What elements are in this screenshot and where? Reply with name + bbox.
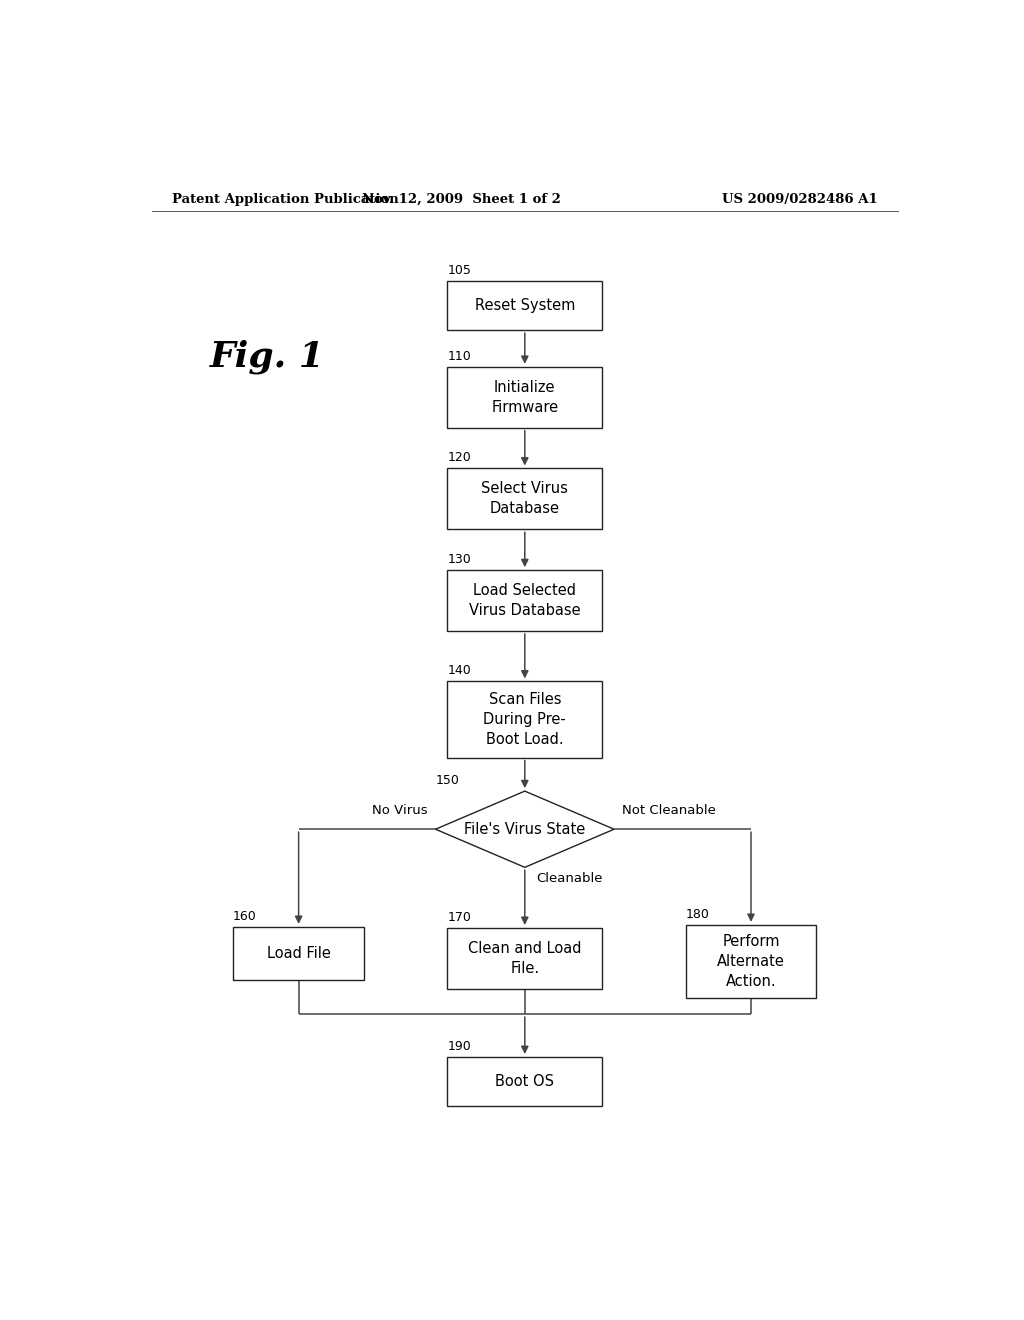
Text: Load File: Load File (266, 945, 331, 961)
Text: Select Virus
Database: Select Virus Database (481, 482, 568, 516)
Text: Boot OS: Boot OS (496, 1073, 554, 1089)
Text: Patent Application Publication: Patent Application Publication (172, 193, 398, 206)
Text: Not Cleanable: Not Cleanable (622, 804, 716, 817)
Text: 110: 110 (447, 350, 471, 363)
FancyBboxPatch shape (447, 681, 602, 758)
Text: US 2009/0282486 A1: US 2009/0282486 A1 (722, 193, 878, 206)
Text: 130: 130 (447, 553, 471, 566)
Text: 120: 120 (447, 451, 471, 465)
Text: Load Selected
Virus Database: Load Selected Virus Database (469, 583, 581, 618)
Polygon shape (435, 791, 614, 867)
Text: Perform
Alternate
Action.: Perform Alternate Action. (717, 935, 785, 989)
FancyBboxPatch shape (447, 281, 602, 330)
Text: Nov. 12, 2009  Sheet 1 of 2: Nov. 12, 2009 Sheet 1 of 2 (361, 193, 561, 206)
FancyBboxPatch shape (447, 570, 602, 631)
FancyBboxPatch shape (447, 367, 602, 428)
Text: Fig. 1: Fig. 1 (209, 339, 325, 374)
Text: 170: 170 (447, 911, 471, 924)
Text: 105: 105 (447, 264, 471, 277)
Text: Initialize
Firmware: Initialize Firmware (492, 380, 558, 414)
Text: File's Virus State: File's Virus State (464, 822, 586, 837)
Text: Scan Files
During Pre-
Boot Load.: Scan Files During Pre- Boot Load. (483, 692, 566, 747)
Text: 140: 140 (447, 664, 471, 677)
Text: Cleanable: Cleanable (537, 873, 603, 886)
Text: 180: 180 (685, 908, 710, 921)
Text: No Virus: No Virus (372, 804, 428, 817)
Text: 160: 160 (233, 909, 257, 923)
FancyBboxPatch shape (233, 927, 365, 979)
Text: Clean and Load
File.: Clean and Load File. (468, 941, 582, 975)
FancyBboxPatch shape (447, 928, 602, 989)
FancyBboxPatch shape (447, 1057, 602, 1106)
Text: Reset System: Reset System (474, 298, 575, 313)
Text: 150: 150 (435, 774, 460, 787)
Text: 190: 190 (447, 1040, 471, 1053)
FancyBboxPatch shape (447, 469, 602, 529)
FancyBboxPatch shape (685, 925, 816, 998)
